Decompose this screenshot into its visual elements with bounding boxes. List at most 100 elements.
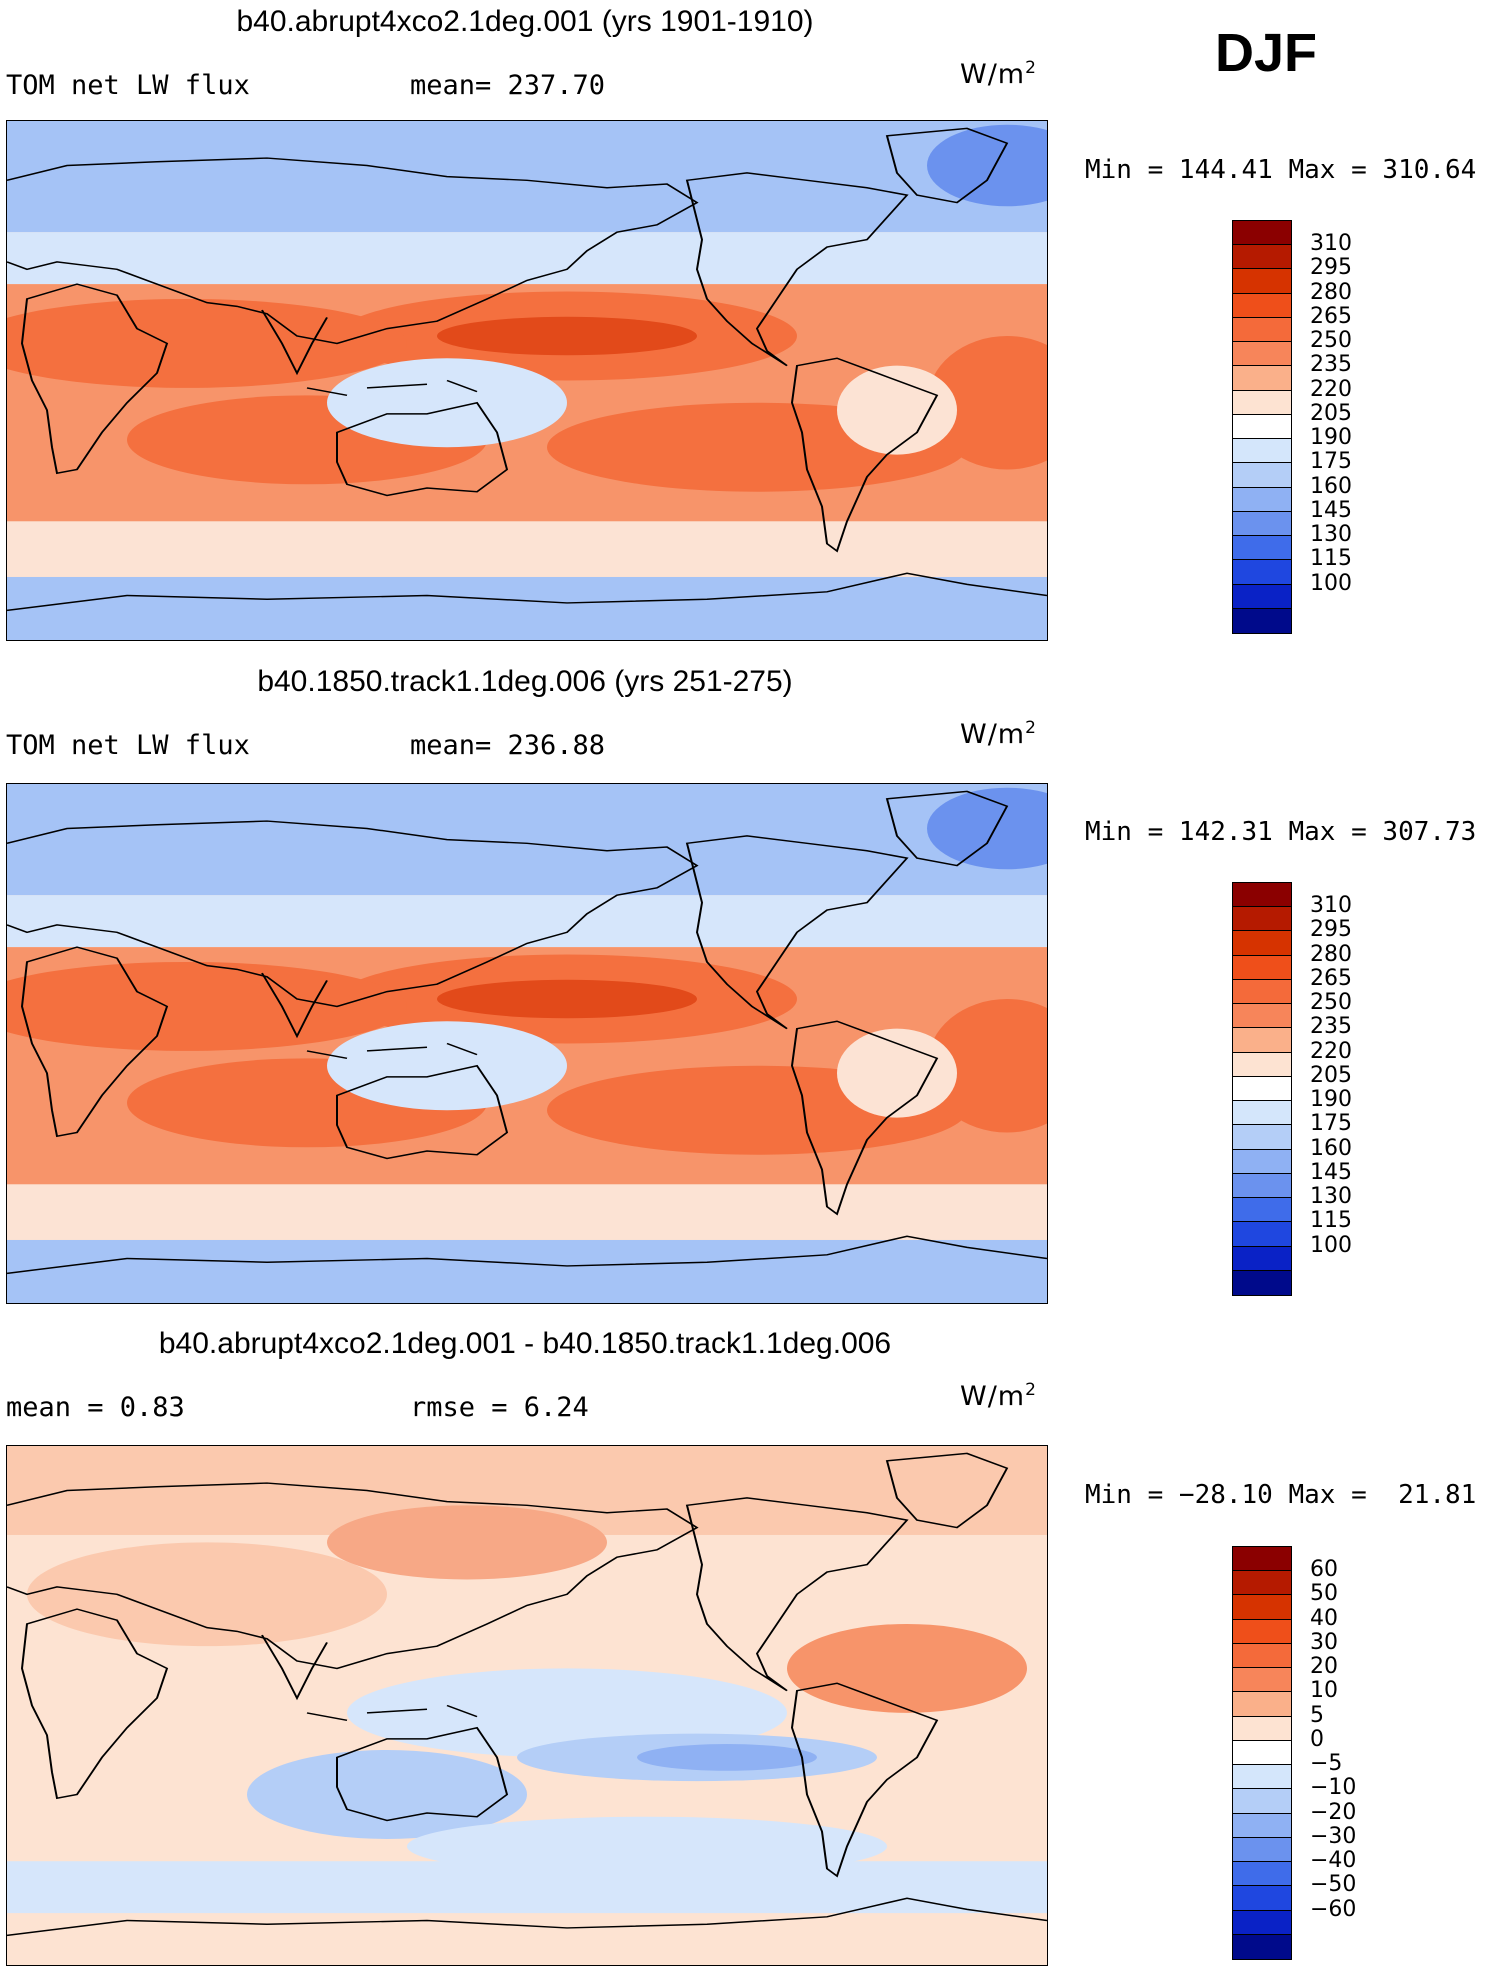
panel-3-rmse-label: rmse = 6.24 xyxy=(410,1392,589,1423)
atlantic-warm xyxy=(927,336,1047,470)
colorbar-tick-label: 220 xyxy=(1310,376,1352,402)
colorbar-swatch xyxy=(1233,342,1291,367)
colorbar-swatch xyxy=(1233,1222,1291,1247)
colorbar-swatch xyxy=(1233,1643,1291,1669)
colorbar-swatch xyxy=(1233,1910,1291,1935)
coastline-eurasia xyxy=(7,1482,699,1670)
colorbar-tick-label: 295 xyxy=(1310,917,1352,943)
colorbar-tick-label: −40 xyxy=(1310,1848,1357,1874)
colorbar-swatch xyxy=(1233,439,1291,464)
colorbar-swatch xyxy=(1233,608,1291,633)
band-southern-ocean xyxy=(7,1184,1047,1240)
colorbar-swatch xyxy=(1233,414,1291,440)
coastline-australia xyxy=(336,1064,509,1160)
colorbar-swatch xyxy=(1233,955,1291,980)
panel-2-variable-label: TOM net LW flux xyxy=(6,730,250,761)
colorbar-swatch xyxy=(1233,366,1291,391)
colorbar-tick-label: 190 xyxy=(1310,1087,1352,1113)
coastline-greenland xyxy=(885,790,1009,867)
panel-1-map xyxy=(6,120,1048,641)
coastline-north-america xyxy=(685,172,909,367)
coastline-north-america xyxy=(685,1497,909,1692)
colorbar-tick-label: 115 xyxy=(1310,546,1352,572)
colorbar-swatch xyxy=(1233,1101,1291,1126)
colorbar-tick-label: −5 xyxy=(1310,1751,1343,1777)
colorbar-tick-label: 0 xyxy=(1310,1726,1324,1752)
colorbar-swatch xyxy=(1233,1149,1291,1174)
panel-3-title: b40.abrupt4xco2.1deg.001 - b40.1850.trac… xyxy=(158,1327,892,1360)
colorbar-tick-label: 130 xyxy=(1310,522,1352,548)
colorbar-tick-label: 145 xyxy=(1310,1159,1352,1185)
greenland-cold xyxy=(927,124,1047,207)
colorbar-tick-label: 100 xyxy=(1310,1232,1352,1258)
panel-3-minmax: Min = −28.10 Max = 21.81 xyxy=(1085,1480,1477,1510)
colorbar-swatch xyxy=(1233,1028,1291,1053)
colorbar-tick-label: 310 xyxy=(1310,231,1352,257)
colorbar-swatch xyxy=(1233,1837,1291,1863)
colorbar-swatch xyxy=(1233,487,1291,512)
colorbar-swatch xyxy=(1233,1595,1291,1620)
panel-2-minmax: Min = 142.31 Max = 307.73 xyxy=(1085,817,1477,847)
colorbar-swatch xyxy=(1233,221,1291,246)
panel-3-mean-label: mean = 0.83 xyxy=(6,1392,185,1423)
colorbar-swatch xyxy=(1233,511,1291,537)
colorbar-swatch xyxy=(1233,584,1291,609)
band-nh-mid xyxy=(7,232,1047,285)
anomaly-indian-ocean xyxy=(247,1749,527,1839)
band-arctic xyxy=(7,121,1047,233)
colorbar-tick-label: 205 xyxy=(1310,1062,1352,1088)
coastline-south-america xyxy=(790,1020,939,1216)
colorbar-swatch xyxy=(1233,1789,1291,1814)
colorbar-tick-label: 175 xyxy=(1310,449,1352,475)
colorbar-swatch xyxy=(1233,463,1291,488)
panel-1-title: b40.abrupt4xco2.1deg.001 (yrs 1901-1910) xyxy=(236,5,814,38)
panel-1-minmax: Min = 144.41 Max = 310.64 xyxy=(1085,155,1477,185)
coastline-africa xyxy=(20,946,169,1138)
colorbar-tick-label: −30 xyxy=(1310,1823,1357,1849)
colorbar-tick-label: 250 xyxy=(1310,328,1352,354)
coastline-greenland xyxy=(885,127,1009,204)
colorbar-tick-label: 310 xyxy=(1310,893,1352,919)
coastline-north-america xyxy=(685,835,909,1030)
colorbar-swatch xyxy=(1233,883,1291,908)
band-southern-ocean xyxy=(7,1861,1047,1914)
greenland-cold xyxy=(927,787,1047,870)
colorbar-tick-label: 250 xyxy=(1310,990,1352,1016)
colorbar-tick-label: 220 xyxy=(1310,1038,1352,1064)
colorbar-swatch xyxy=(1233,979,1291,1005)
colorbar-tick-label: −60 xyxy=(1310,1896,1357,1922)
coastline-india xyxy=(261,972,328,1039)
panel-3-units: W/m2 xyxy=(960,1380,1037,1412)
panel-1-variable-label: TOM net LW flux xyxy=(6,70,250,101)
colorbar-tick-label: 265 xyxy=(1310,303,1352,329)
panel-2-map xyxy=(6,783,1048,1304)
coastline-eurasia xyxy=(7,157,699,345)
north-pacific-core xyxy=(437,316,697,356)
colorbar-swatch xyxy=(1233,1125,1291,1150)
panel-2-title: b40.1850.track1.1deg.006 (yrs 251-275) xyxy=(257,665,793,698)
colorbar-tick-label: 40 xyxy=(1310,1605,1338,1631)
coastline-south-america xyxy=(790,1682,939,1878)
colorbar-tick-label: 10 xyxy=(1310,1678,1338,1704)
colorbar-swatch xyxy=(1233,1740,1291,1766)
colorbar-swatch xyxy=(1233,560,1291,585)
colorbar-swatch xyxy=(1233,1173,1291,1199)
colorbar-tick-label: −10 xyxy=(1310,1775,1357,1801)
colorbar-swatch xyxy=(1233,1270,1291,1295)
colorbar-swatch xyxy=(1233,1246,1291,1271)
colorbar-tick-label: 265 xyxy=(1310,965,1352,991)
amazon-convection xyxy=(837,1028,957,1118)
anomaly-equatorial-core xyxy=(637,1744,817,1771)
colorbar-swatch xyxy=(1233,1052,1291,1077)
colorbar-swatch xyxy=(1233,1198,1291,1223)
anomaly-eurasia xyxy=(27,1542,387,1647)
colorbar-tick-label: 30 xyxy=(1310,1629,1338,1655)
panel-2-colorbar xyxy=(1232,882,1292,1296)
warm-pool-convection xyxy=(327,1021,567,1111)
colorbar-tick-label: 130 xyxy=(1310,1184,1352,1210)
anomaly-siberia xyxy=(327,1505,607,1580)
panel-1-colorbar xyxy=(1232,220,1292,634)
coastline-india xyxy=(261,309,328,376)
colorbar-swatch xyxy=(1233,1765,1291,1790)
colorbar-swatch xyxy=(1233,1886,1291,1911)
